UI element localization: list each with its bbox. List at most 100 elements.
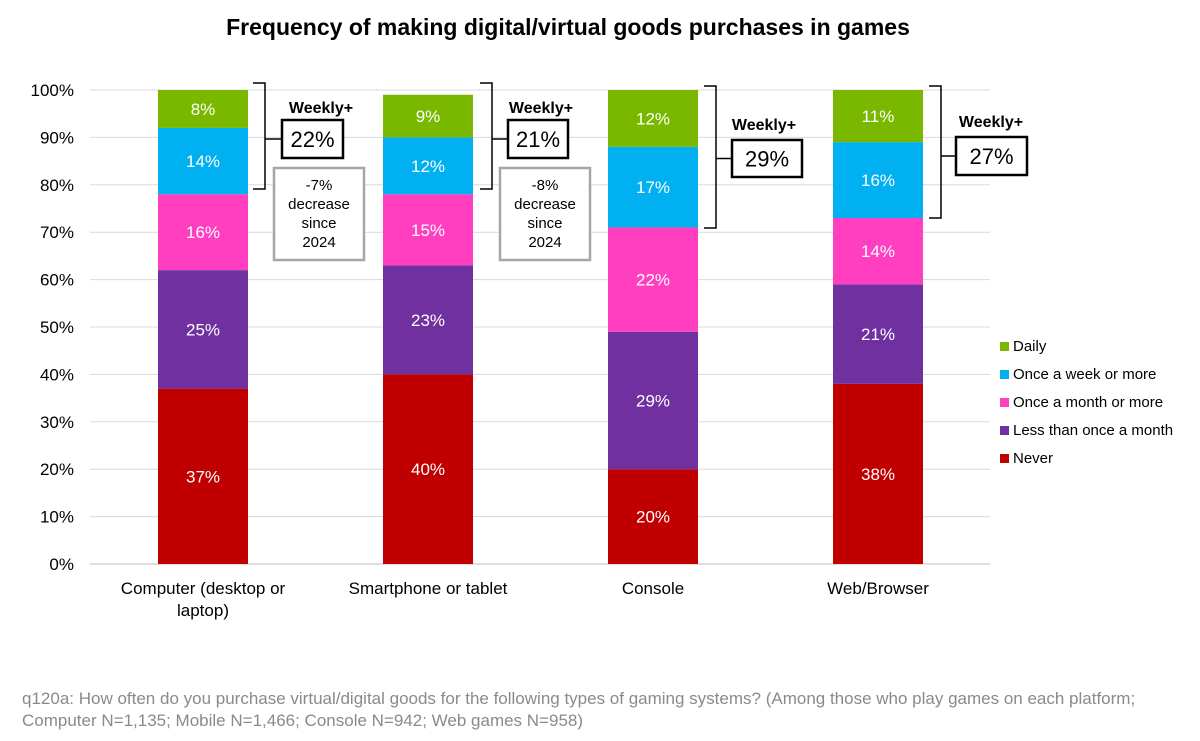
- legend-item: Once a month or more: [1000, 388, 1173, 416]
- change-text: decrease: [514, 196, 576, 213]
- weekly-value: 27%: [969, 144, 1013, 169]
- weekly-value-box: [730, 138, 804, 179]
- bar-segment-daily: [833, 90, 923, 143]
- data-label: 16%: [861, 171, 895, 190]
- chart-title: Frequency of making digital/virtual good…: [226, 14, 910, 40]
- data-label: 25%: [186, 320, 220, 339]
- weekly-value-box: [280, 118, 345, 160]
- annotation-heading: Weekly+: [289, 100, 353, 117]
- weekly-value: 29%: [745, 147, 789, 172]
- bar-segment-daily: [158, 90, 248, 128]
- legend: Daily Once a week or more Once a month or …: [1000, 332, 1173, 472]
- legend-item: Once a week or more: [1000, 360, 1173, 388]
- bar-segment-once-a-month-or-more: [383, 194, 473, 266]
- data-label: 40%: [411, 460, 445, 479]
- bar-segment-less-than-once-a-month: [383, 265, 473, 375]
- data-label: 16%: [186, 223, 220, 242]
- y-tick-label: 0%: [49, 555, 74, 574]
- weekly-bracket: [480, 82, 508, 190]
- change-text: -7%: [306, 177, 333, 194]
- y-tick-label: 20%: [40, 460, 74, 479]
- y-tick-label: 50%: [40, 318, 74, 337]
- bar-segment-less-than-once-a-month: [833, 284, 923, 384]
- change-text: 2024: [302, 234, 335, 251]
- legend-label: Once a week or more: [1013, 365, 1157, 383]
- bar-segment-once-a-week-or-more: [383, 137, 473, 195]
- legend-item: Never: [1000, 444, 1173, 472]
- bar-segment-less-than-once-a-month: [158, 270, 248, 389]
- weekly-bracket: [704, 85, 732, 229]
- data-label: 20%: [636, 508, 670, 527]
- bar-segment-daily: [608, 90, 698, 147]
- data-label: 15%: [411, 221, 445, 240]
- data-label: 29%: [636, 391, 670, 410]
- annotation-heading: Weekly+: [509, 100, 573, 117]
- legend-swatch: [1000, 397, 1009, 407]
- change-text: since: [301, 215, 336, 232]
- change-box: [272, 166, 366, 262]
- legend-label: Never: [1013, 449, 1054, 467]
- data-label: 23%: [411, 311, 445, 330]
- x-tick-label: Console: [622, 579, 684, 598]
- data-label: 14%: [861, 242, 895, 261]
- data-label: 12%: [411, 157, 445, 176]
- y-tick-label: 40%: [40, 365, 74, 384]
- x-tick-label: Computer (desktop or: [121, 579, 286, 598]
- y-tick-label: 70%: [40, 223, 74, 242]
- bar-segment-never: [158, 388, 248, 564]
- change-text: decrease: [288, 196, 350, 213]
- bar-segment-once-a-week-or-more: [608, 146, 698, 228]
- weekly-value-box: [506, 118, 570, 160]
- legend-item: Daily: [1000, 332, 1173, 360]
- weekly-value: 22%: [290, 127, 334, 152]
- change-text: since: [527, 215, 562, 232]
- y-tick-label: 10%: [40, 508, 74, 527]
- data-label: 38%: [861, 465, 895, 484]
- y-tick-label: 60%: [40, 271, 74, 290]
- y-tick-label: 80%: [40, 176, 74, 195]
- y-tick-label: 100%: [31, 81, 74, 100]
- bar-segment-never: [833, 383, 923, 564]
- data-label: 11%: [862, 107, 895, 126]
- legend-label: Once a month or more: [1013, 393, 1164, 411]
- data-label: 17%: [636, 178, 670, 197]
- bar-segment-once-a-week-or-more: [833, 142, 923, 218]
- weekly-bracket: [929, 85, 956, 219]
- x-tick-label: Web/Browser: [827, 579, 929, 598]
- bar-segment-once-a-month-or-more: [158, 194, 248, 271]
- bar-segment-never: [383, 374, 473, 564]
- legend-swatch: [1000, 341, 1009, 351]
- bar-segment-once-a-week-or-more: [158, 127, 248, 195]
- weekly-value: 21%: [516, 127, 560, 152]
- legend-swatch: [1000, 453, 1009, 463]
- legend-swatch: [1000, 425, 1009, 435]
- data-label: 14%: [186, 152, 220, 171]
- data-label: 8%: [191, 100, 216, 119]
- x-tick-label: laptop): [177, 601, 229, 620]
- legend-item: Less than once a month: [1000, 416, 1173, 444]
- bar-segment-daily: [383, 94, 473, 138]
- y-tick-label: 30%: [40, 413, 74, 432]
- annotation-heading: Weekly+: [959, 114, 1023, 131]
- annotation-heading: Weekly+: [732, 117, 796, 134]
- data-label: 12%: [636, 109, 670, 128]
- footnote: q120a: How often do you purchase virtual…: [22, 689, 1136, 730]
- data-label: 21%: [861, 325, 895, 344]
- change-text: -8%: [532, 177, 559, 194]
- weekly-value-box: [954, 135, 1029, 177]
- bar-segment-never: [608, 469, 698, 564]
- data-label: 22%: [636, 271, 670, 290]
- legend-label: Daily: [1013, 337, 1047, 355]
- y-tick-label: 90%: [40, 128, 74, 147]
- x-tick-label: Smartphone or tablet: [349, 579, 508, 598]
- weekly-bracket: [253, 82, 282, 190]
- change-text: 2024: [528, 234, 561, 251]
- data-label: 9%: [416, 107, 441, 126]
- legend-swatch: [1000, 369, 1009, 379]
- data-label: 37%: [186, 467, 220, 486]
- bar-segment-once-a-month-or-more: [608, 227, 698, 332]
- bar-segment-once-a-month-or-more: [833, 217, 923, 285]
- change-box: [498, 166, 592, 262]
